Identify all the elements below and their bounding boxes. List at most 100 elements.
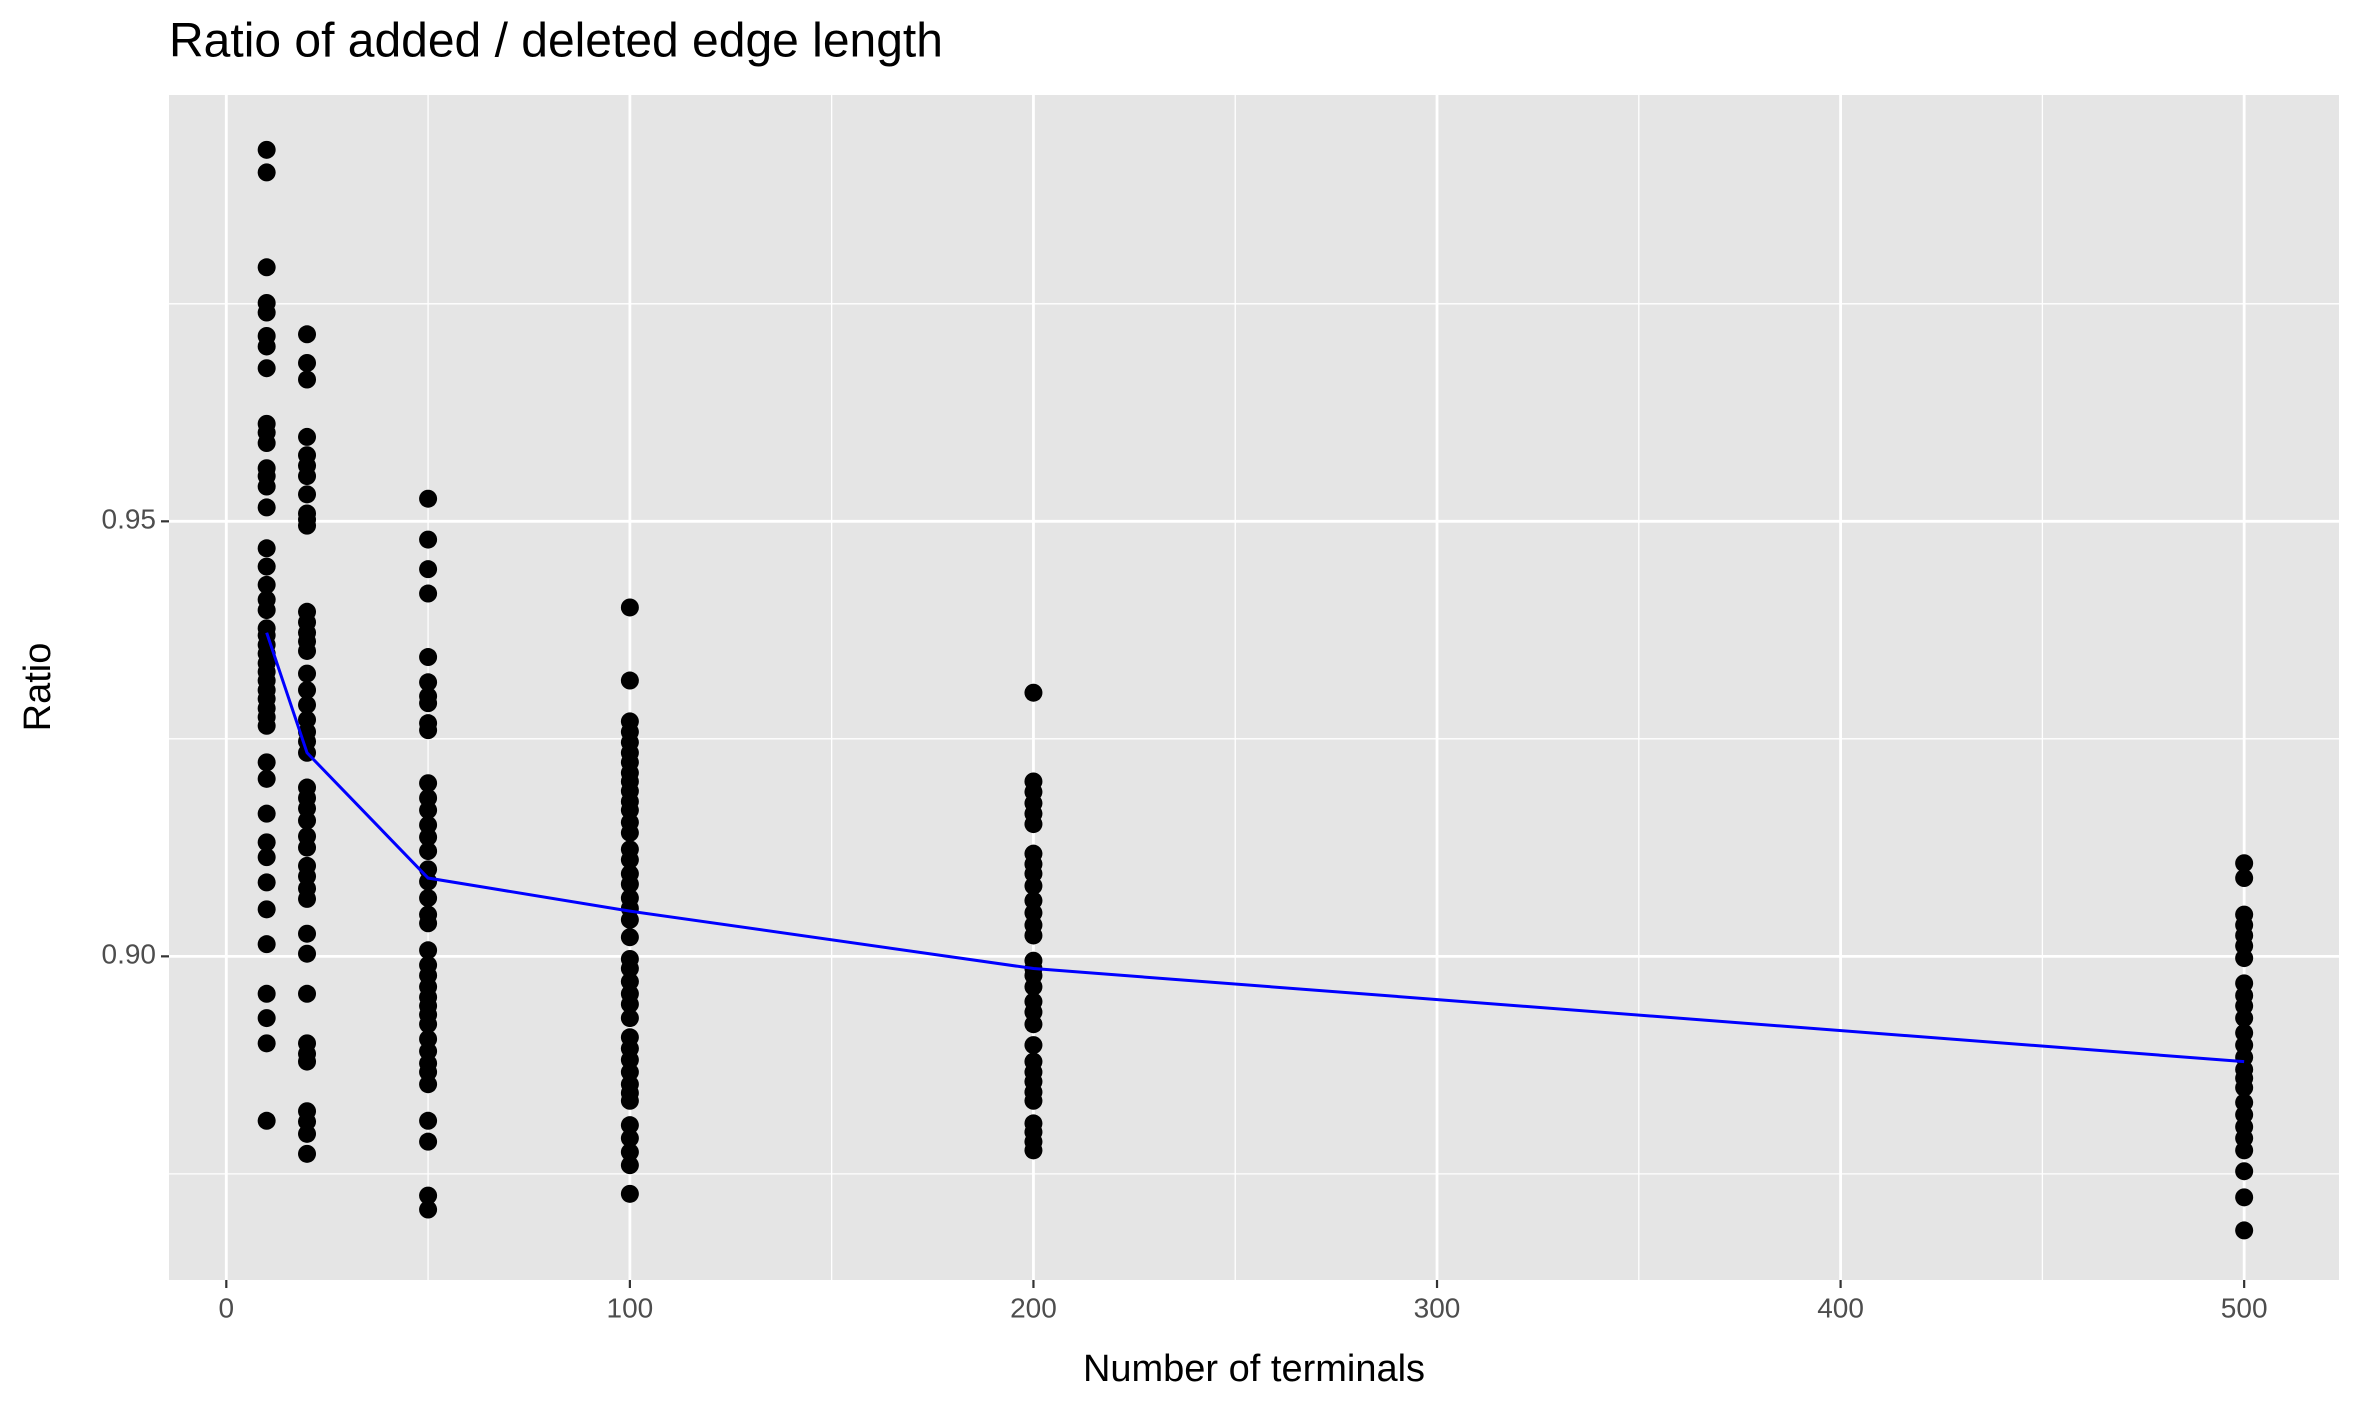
point bbox=[620, 823, 639, 842]
point bbox=[257, 716, 276, 735]
point bbox=[1024, 1091, 1043, 1110]
point bbox=[1024, 1015, 1043, 1034]
point bbox=[1024, 1141, 1043, 1160]
point bbox=[620, 598, 639, 617]
point bbox=[419, 941, 438, 960]
point bbox=[257, 873, 276, 892]
point bbox=[419, 1132, 438, 1151]
point bbox=[257, 557, 276, 576]
point bbox=[1024, 1036, 1043, 1055]
point bbox=[419, 828, 438, 847]
point bbox=[298, 641, 317, 660]
point bbox=[419, 673, 438, 692]
point bbox=[298, 924, 317, 943]
point bbox=[419, 584, 438, 603]
point bbox=[620, 928, 639, 947]
point bbox=[1024, 815, 1043, 834]
point bbox=[419, 489, 438, 508]
point bbox=[298, 516, 317, 535]
point bbox=[419, 774, 438, 793]
x-tick-label: 0 bbox=[219, 1292, 235, 1323]
point bbox=[298, 485, 317, 504]
panel bbox=[169, 95, 2339, 1280]
point bbox=[620, 671, 639, 690]
point bbox=[257, 140, 276, 159]
x-axis-title: Number of terminals bbox=[1083, 1348, 1425, 1390]
point bbox=[620, 875, 639, 894]
point bbox=[298, 838, 317, 857]
x-tick-label: 200 bbox=[1010, 1292, 1057, 1323]
point bbox=[419, 721, 438, 740]
point bbox=[257, 848, 276, 867]
point bbox=[419, 842, 438, 861]
point bbox=[620, 850, 639, 869]
point bbox=[1024, 876, 1043, 895]
point bbox=[419, 560, 438, 579]
point bbox=[620, 1009, 639, 1028]
point bbox=[419, 1111, 438, 1130]
point bbox=[257, 833, 276, 852]
point bbox=[298, 1144, 317, 1163]
point bbox=[419, 694, 438, 713]
point bbox=[2235, 869, 2254, 888]
point bbox=[298, 944, 317, 963]
point bbox=[257, 804, 276, 823]
point bbox=[257, 539, 276, 558]
point bbox=[419, 801, 438, 820]
point bbox=[1024, 977, 1043, 996]
point bbox=[298, 1052, 317, 1071]
point bbox=[2235, 854, 2254, 873]
y-axis-title: Ratio bbox=[17, 643, 59, 732]
point bbox=[257, 303, 276, 322]
point bbox=[298, 325, 317, 344]
point bbox=[419, 889, 438, 908]
point bbox=[257, 935, 276, 954]
point bbox=[419, 1186, 438, 1205]
point bbox=[257, 1034, 276, 1053]
point bbox=[257, 163, 276, 182]
point bbox=[419, 914, 438, 933]
point bbox=[620, 1091, 639, 1110]
point bbox=[257, 477, 276, 496]
point bbox=[257, 753, 276, 772]
point bbox=[298, 681, 317, 700]
point bbox=[298, 370, 317, 389]
point bbox=[257, 575, 276, 594]
point bbox=[1024, 683, 1043, 702]
point bbox=[298, 664, 317, 683]
x-tick-label: 100 bbox=[607, 1292, 654, 1323]
point bbox=[620, 1129, 639, 1148]
point bbox=[2235, 1188, 2254, 1207]
point bbox=[257, 258, 276, 277]
point bbox=[620, 1156, 639, 1175]
point bbox=[298, 695, 317, 714]
point bbox=[257, 984, 276, 1003]
point bbox=[2235, 1009, 2254, 1028]
point bbox=[419, 872, 438, 891]
point bbox=[2235, 1162, 2254, 1181]
point bbox=[257, 1009, 276, 1028]
point bbox=[419, 530, 438, 549]
point bbox=[257, 498, 276, 517]
point bbox=[1024, 926, 1043, 945]
point bbox=[620, 995, 639, 1014]
point bbox=[419, 1075, 438, 1094]
point bbox=[257, 337, 276, 356]
point bbox=[298, 811, 317, 830]
point bbox=[620, 959, 639, 978]
point bbox=[298, 889, 317, 908]
point bbox=[620, 1143, 639, 1162]
point bbox=[2235, 1221, 2254, 1240]
point bbox=[2235, 1141, 2254, 1160]
x-tick-label: 500 bbox=[2221, 1292, 2268, 1323]
point bbox=[620, 1116, 639, 1135]
chart-title: Ratio of added / deleted edge length bbox=[169, 15, 943, 68]
point bbox=[2235, 1078, 2254, 1097]
point bbox=[257, 434, 276, 453]
x-tick-label: 300 bbox=[1414, 1292, 1461, 1323]
point bbox=[419, 1015, 438, 1034]
point bbox=[2235, 949, 2254, 968]
point bbox=[419, 648, 438, 667]
point bbox=[298, 1124, 317, 1143]
